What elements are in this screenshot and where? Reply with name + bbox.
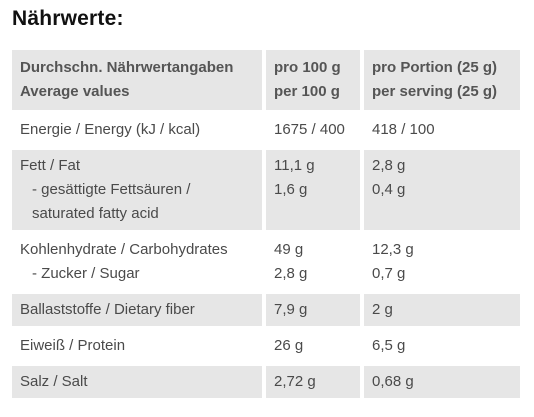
- salt-per100: 2,72 g: [274, 373, 316, 390]
- protein-per100: 26 g: [274, 337, 304, 354]
- fat-serving: 2,8 g: [372, 157, 406, 174]
- salt-label: Salz / Salt: [20, 373, 88, 390]
- fat-per100: 11,1 g: [274, 157, 315, 174]
- fat-label: Fett / Fat: [20, 157, 81, 174]
- header-per100-en: per 100 g: [274, 83, 340, 100]
- header-label-de: Durchschn. Nährwertangaben: [20, 59, 234, 76]
- saturated-label-line2: saturated fatty acid: [32, 205, 159, 222]
- carbs-serving: 12,3 g: [372, 241, 414, 258]
- saturated-serving: 0,4 g: [372, 181, 406, 198]
- header-serving-de: pro Portion (25 g): [372, 59, 497, 76]
- carbs-per100: 49 g: [274, 241, 304, 258]
- carbs-label: Kohlenhydrate / Carbohydrates: [20, 241, 228, 258]
- table-row-salt: Salz / Salt 2,72 g 0,68 g: [12, 366, 520, 398]
- salt-serving: 0,68 g: [372, 373, 414, 390]
- header-per100-cell: pro 100 g per 100 g: [262, 50, 360, 110]
- header-label-en: Average values: [20, 83, 130, 100]
- saturated-per100: 1,6 g: [274, 181, 308, 198]
- fiber-serving: 2 g: [372, 301, 393, 318]
- table-row-carbs: Kohlenhydrate / Carbohydrates - Zucker /…: [12, 234, 520, 290]
- energy-serving: 418 / 100: [372, 121, 435, 138]
- table-row-fiber: Ballaststoffe / Dietary fiber 7,9 g 2 g: [12, 294, 520, 326]
- sugar-serving: 0,7 g: [372, 265, 406, 282]
- header-label-cell: Durchschn. Nährwertangaben Average value…: [12, 50, 262, 110]
- header-serving-en: per serving (25 g): [372, 83, 498, 100]
- fiber-per100: 7,9 g: [274, 301, 308, 318]
- fiber-label: Ballaststoffe / Dietary fiber: [20, 301, 195, 318]
- header-serving-cell: pro Portion (25 g) per serving (25 g): [360, 50, 520, 110]
- table-row-fat: Fett / Fat - gesättigte Fettsäuren / sat…: [12, 150, 520, 230]
- protein-serving: 6,5 g: [372, 337, 406, 354]
- protein-label: Eiweiß / Protein: [20, 337, 126, 354]
- header-per100-de: pro 100 g: [274, 59, 341, 76]
- energy-per100: 1675 / 400: [274, 121, 345, 138]
- energy-label: Energie / Energy (kJ / kcal): [20, 121, 201, 138]
- table-header-row: Durchschn. Nährwertangaben Average value…: [12, 50, 520, 110]
- saturated-label-line1: - gesättigte Fettsäuren /: [32, 181, 191, 198]
- sugar-label: - Zucker / Sugar: [32, 265, 140, 282]
- table-row-protein: Eiweiß / Protein 26 g 6,5 g: [12, 330, 520, 362]
- nutrition-table: Durchschn. Nährwertangaben Average value…: [12, 46, 520, 402]
- table-row-energy: Energie / Energy (kJ / kcal) 1675 / 400 …: [12, 114, 520, 146]
- page-title: Nährwerte:: [12, 7, 124, 30]
- sugar-per100: 2,8 g: [274, 265, 308, 282]
